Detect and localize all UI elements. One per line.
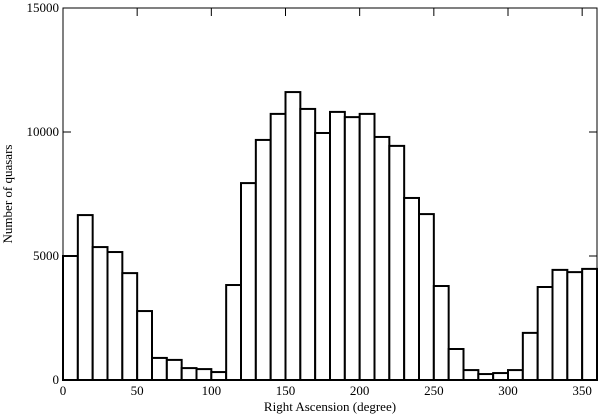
bar [492,372,509,381]
x-axis-label: Right Ascension (degree) [264,399,396,414]
x-tick-label: 200 [350,383,370,398]
bar [91,246,109,381]
bar [121,272,139,381]
bar [106,251,124,381]
y-axis-label: Number of quasars [0,145,15,244]
y-tick-label: 10000 [27,124,60,139]
x-tick-label: 350 [572,383,592,398]
bar [62,255,79,381]
bar [136,310,154,381]
y-tick-label: 5000 [33,248,59,263]
bar [343,116,361,382]
bar [299,107,317,381]
x-tick-label: 0 [60,383,67,398]
bar [165,358,183,381]
bar [566,271,584,381]
bar [240,182,257,381]
bar [388,144,406,381]
x-tick-label: 150 [276,383,296,398]
bar [521,331,539,382]
bar [225,284,243,381]
bar [477,373,495,382]
bar [418,213,435,381]
bar [151,356,168,382]
bar [536,286,554,381]
plot-frame [62,7,598,381]
bar [76,214,94,381]
x-tick-label: 250 [424,383,444,398]
bar [462,369,480,381]
x-tick-label: 100 [202,383,222,398]
bar [551,268,569,381]
x-tick-label: 300 [498,383,518,398]
bar [210,371,228,381]
bar [373,135,391,381]
bar [269,112,287,381]
bar [432,285,450,381]
bar [358,112,376,381]
bar [180,367,198,382]
bar [254,138,272,381]
bar [581,267,599,381]
bar [447,348,465,381]
y-tick-label: 15000 [27,0,60,15]
bar [403,196,420,381]
y-tick-label: 0 [53,372,60,387]
bar [507,369,524,381]
bar [195,368,213,382]
bar [284,91,302,382]
bar [314,131,331,381]
bar [329,110,346,382]
x-tick-label: 50 [131,383,144,398]
